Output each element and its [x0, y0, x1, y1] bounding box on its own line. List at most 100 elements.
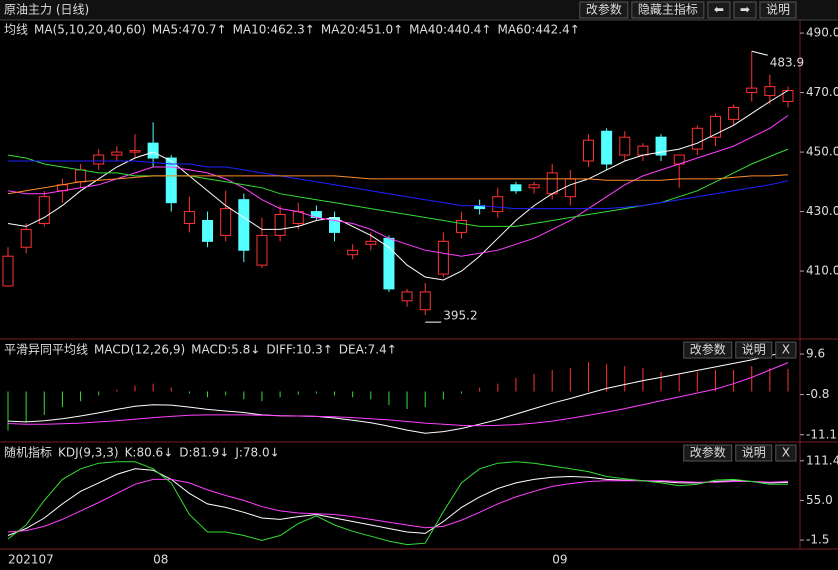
- button-frame: [775, 341, 797, 359]
- button-label: 改参数: [586, 2, 622, 17]
- y-tick-label: 55.0: [806, 493, 833, 507]
- y-tick-label: 450.0: [806, 145, 838, 159]
- y-tick-label: 9.6: [806, 347, 825, 361]
- x-tick-label: 09: [552, 553, 567, 567]
- button[interactable]: X: [775, 444, 797, 462]
- candle-body: [419, 291, 431, 311]
- indicator-params: KDJ(9,3,3): [58, 446, 119, 460]
- candle-body: [709, 115, 721, 138]
- candle-body: [637, 145, 649, 156]
- candle-body: [38, 196, 50, 224]
- button[interactable]: X: [775, 341, 797, 359]
- y-tick-label: 490.0: [806, 26, 838, 40]
- indicator-line: [7, 461, 788, 546]
- candle-body: [220, 208, 232, 236]
- x-tick-label: 202107: [8, 553, 54, 567]
- button[interactable]: ➡: [733, 1, 757, 19]
- indicator-line: [7, 478, 789, 533]
- window-title: 原油主力 (日线): [4, 3, 89, 17]
- indicator-name: 随机指标: [4, 445, 52, 460]
- button-label: 说明: [766, 2, 790, 17]
- button[interactable]: 改参数: [579, 1, 629, 19]
- indicator-line: [7, 90, 789, 281]
- candle-body: [75, 169, 87, 183]
- candle-body: [2, 255, 14, 287]
- indicator-line: [7, 362, 789, 427]
- button-label: 改参数: [690, 342, 726, 357]
- button[interactable]: ⬅: [707, 1, 731, 19]
- candle-body: [365, 240, 377, 245]
- x-tick-label: 08: [153, 553, 168, 567]
- high-label: 483.9: [770, 56, 804, 70]
- button[interactable]: 说明: [735, 341, 773, 359]
- button-frame: [735, 341, 773, 359]
- candle-body: [601, 130, 613, 165]
- indicator-line: [7, 115, 789, 257]
- legend-entry: K:80.6↓: [125, 446, 174, 460]
- y-tick-label: 111.4: [806, 453, 838, 467]
- legend-entry: J:78.0↓: [234, 446, 279, 460]
- y-tick-label: 470.0: [806, 85, 838, 99]
- button-label: 说明: [742, 445, 766, 460]
- candle-body: [728, 106, 740, 120]
- candle-body: [383, 237, 395, 290]
- legend-entry: MA5:470.7↑: [152, 23, 227, 37]
- y-tick-label: -11.1: [806, 427, 837, 441]
- button-frame: [775, 444, 797, 462]
- candle-body: [292, 211, 304, 224]
- candle-body: [202, 219, 214, 242]
- candle-body: [691, 127, 703, 150]
- candle-body: [546, 172, 558, 195]
- candle-body: [238, 199, 250, 251]
- candle-body: [347, 249, 359, 256]
- button-frame: [683, 341, 733, 359]
- button[interactable]: 说明: [735, 444, 773, 462]
- title-bar: [0, 0, 838, 20]
- candle-body: [183, 211, 195, 224]
- candle-body: [147, 142, 159, 159]
- button-frame: [735, 444, 773, 462]
- candle-body: [564, 178, 576, 198]
- candle-body: [510, 184, 522, 192]
- legend-entry: D:81.9↓: [179, 446, 229, 460]
- candle-body: [93, 154, 105, 165]
- candle-body: [401, 291, 413, 302]
- candle-body: [256, 234, 268, 266]
- indicator-line: [8, 160, 789, 210]
- button-label: ⬅: [714, 3, 724, 17]
- candle-body: [582, 139, 594, 162]
- candle-body: [764, 86, 776, 97]
- indicator-params: MA(5,10,20,40,60): [34, 23, 146, 37]
- button-frame: [733, 1, 757, 19]
- indicator-params: MACD(12,26,9): [94, 343, 185, 357]
- button-label: 隐藏主指标: [638, 2, 698, 17]
- candle-body: [619, 136, 631, 156]
- candle-body: [20, 228, 32, 248]
- candle-body: [492, 196, 504, 213]
- low-label: 395.2: [443, 309, 477, 323]
- indicator-line: [7, 468, 789, 536]
- y-tick-label: 430.0: [806, 204, 838, 218]
- candle-body: [746, 87, 758, 94]
- button[interactable]: 说明: [759, 1, 797, 19]
- candle-body: [129, 150, 141, 153]
- button[interactable]: 改参数: [683, 444, 733, 462]
- legend-entry: MA40:440.4↑: [409, 23, 491, 37]
- candle-body: [111, 151, 123, 156]
- indicator-line: [7, 350, 789, 434]
- button[interactable]: 改参数: [683, 341, 733, 359]
- button-label: X: [782, 343, 790, 357]
- legend-entry: MA20:451.0↑: [321, 23, 403, 37]
- indicator-line: [7, 174, 789, 195]
- button[interactable]: 隐藏主指标: [631, 1, 705, 19]
- candle-body: [655, 136, 667, 156]
- legend-entry: MA60:442.4↑: [497, 23, 579, 37]
- y-tick-label: -1.5: [806, 533, 829, 547]
- legend-entry: DEA:7.4↑: [339, 343, 397, 357]
- button-frame: [759, 1, 797, 19]
- indicator-name: 均线: [4, 23, 28, 37]
- candle-body: [437, 240, 449, 275]
- candle-body: [274, 214, 286, 236]
